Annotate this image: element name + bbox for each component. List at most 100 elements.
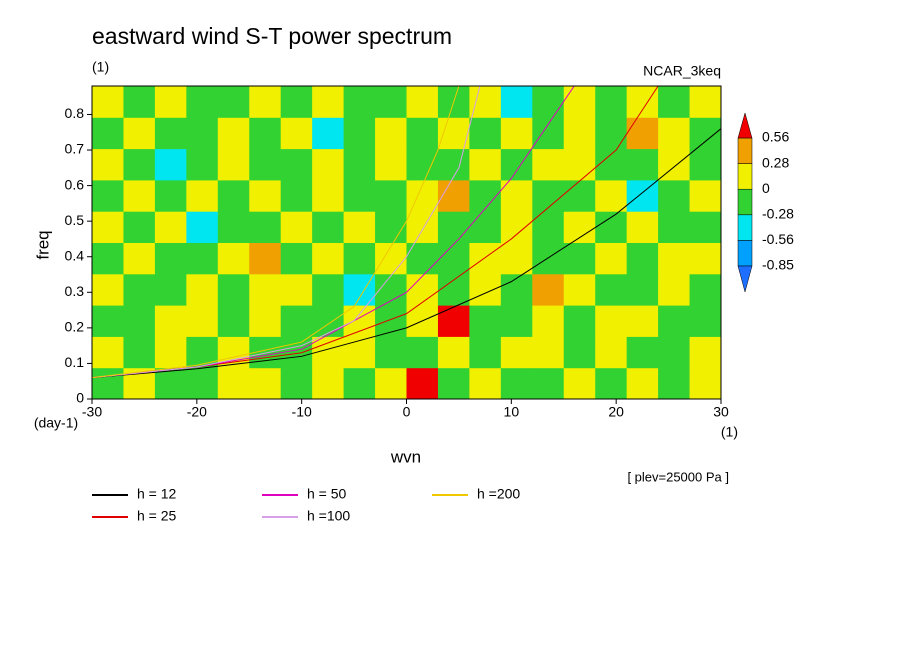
y-tick-label: 0.8 [65, 105, 85, 121]
field-cell [186, 117, 219, 150]
y-tick-label: 0.6 [65, 176, 85, 192]
field-cell [469, 336, 502, 369]
field-cell [563, 211, 596, 243]
field-cell [595, 273, 628, 306]
field-cell [595, 179, 628, 212]
x-tick-label: 10 [504, 404, 520, 420]
field-cell [437, 367, 470, 399]
field-cell [186, 336, 219, 369]
field-cell [375, 211, 407, 243]
field-cell [532, 211, 565, 243]
field-cell [437, 273, 470, 306]
model: NCAR_3keq [643, 63, 721, 79]
field-cell [595, 117, 628, 150]
field-cell [343, 148, 376, 181]
field-cell [343, 117, 376, 150]
x-axis-label: wvn [390, 447, 421, 466]
colorbar-label: -0.85 [762, 257, 794, 273]
field-cell [280, 117, 313, 150]
field-cell [154, 117, 187, 150]
field-cell [595, 148, 628, 181]
field-cell [249, 305, 282, 337]
field-cell [92, 242, 124, 275]
field-cell [375, 148, 407, 181]
field-cell [154, 273, 187, 306]
dispersion-curve [92, 86, 481, 379]
field-cell [689, 148, 721, 181]
field-cell [312, 148, 345, 181]
legend-label: h =200 [477, 486, 520, 502]
colorbar-arrow-top [737, 112, 753, 139]
field-cell [154, 179, 187, 212]
field-cell [186, 273, 219, 306]
field-cell [375, 336, 407, 369]
field-cell [437, 148, 470, 181]
field-cell [249, 242, 282, 275]
field-cell [658, 117, 691, 150]
x-tick-label: -20 [187, 404, 207, 420]
x-tick-label: -10 [292, 404, 312, 420]
field-cell [375, 179, 407, 212]
field-cell [406, 148, 439, 181]
field-cell [532, 367, 565, 399]
y-tick-label: 0 [76, 390, 84, 406]
field-cell [689, 117, 721, 150]
field-cell [249, 273, 282, 306]
field-cell [658, 336, 691, 369]
field-cell [437, 179, 470, 212]
units: (1) [92, 59, 109, 75]
field-cell [375, 86, 407, 118]
field-cell [343, 179, 376, 212]
field-cell [186, 242, 219, 275]
field-cell [249, 367, 282, 399]
field-cell [249, 148, 282, 181]
field-cell [689, 211, 721, 243]
field-cell [280, 179, 313, 212]
field-cell [469, 86, 502, 118]
field-cell [532, 148, 565, 181]
colorbar-box [737, 163, 753, 190]
x-tick-label: 20 [608, 404, 624, 420]
field-cell [563, 86, 596, 118]
field-cell [249, 211, 282, 243]
field-cell [658, 211, 691, 243]
field-cell [563, 273, 596, 306]
curves [92, 86, 721, 379]
field-cell [92, 86, 124, 118]
field-cell [469, 117, 502, 150]
field-cell [500, 273, 533, 306]
field-cell [689, 273, 721, 306]
field-cell [154, 305, 187, 337]
field-cell [217, 86, 250, 118]
field-cell [186, 148, 219, 181]
field-cell [280, 242, 313, 275]
colorbar-label: 0.56 [762, 129, 789, 145]
field-cell [406, 211, 439, 243]
field-cell [563, 148, 596, 181]
colorbar-arrow-bottom [737, 265, 753, 293]
field-cell [217, 367, 250, 399]
field-cell [563, 242, 596, 275]
chart-title: eastward wind S-T power spectrum [92, 23, 452, 49]
field-cell [563, 367, 596, 399]
y-tick-label: 0.2 [65, 319, 85, 335]
x-tick-label: -30 [82, 404, 102, 420]
field-cell [343, 86, 376, 118]
field-cell [123, 86, 156, 118]
x-tick-label: 0 [403, 404, 411, 420]
field-cell [92, 211, 124, 243]
colorbar-label: 0 [762, 180, 770, 196]
field-cell [280, 148, 313, 181]
field-cell [154, 86, 187, 118]
field-cell [437, 336, 470, 369]
field-cell [123, 179, 156, 212]
field-cell [217, 117, 250, 150]
colorbar-label: -0.56 [762, 231, 794, 247]
field-cell [92, 367, 124, 399]
field-cell [437, 211, 470, 243]
field-cell [343, 242, 376, 275]
field-cell [375, 367, 407, 399]
field-cell [689, 242, 721, 275]
field-cell [595, 336, 628, 369]
field-cell [186, 86, 219, 118]
